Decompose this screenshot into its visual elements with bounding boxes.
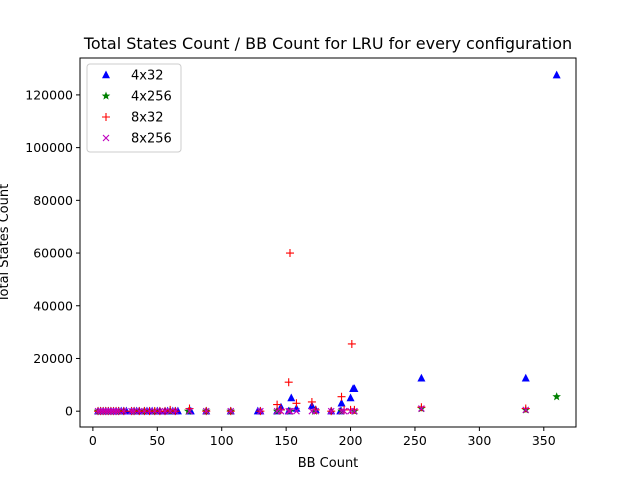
x-tick-label: 200 <box>339 433 363 448</box>
data-point <box>284 378 293 387</box>
legend-box <box>86 63 182 153</box>
legend-marker <box>102 134 110 142</box>
legend: 4x32 4x256 8x32 8x256 <box>86 63 182 153</box>
legend-label: 4x256 <box>131 90 172 105</box>
data-point <box>110 407 117 415</box>
x-tick-label: 250 <box>403 433 427 448</box>
data-point <box>146 407 153 415</box>
data-point <box>112 407 120 415</box>
data-point <box>351 407 358 415</box>
legend-marker <box>101 91 111 100</box>
data-point <box>418 405 425 412</box>
legend-label: 8x32 <box>131 111 164 126</box>
data-point <box>277 407 285 415</box>
x-tick-label: 100 <box>210 433 234 448</box>
data-point <box>97 407 105 415</box>
data-point <box>183 406 193 415</box>
data-point <box>94 407 102 415</box>
y-tick-label: 80000 <box>33 193 73 208</box>
data-point <box>156 407 164 415</box>
data-point <box>338 407 345 415</box>
y-tick-label: 100000 <box>25 140 73 155</box>
x-tick-label: 150 <box>274 433 298 448</box>
series-8x256 <box>94 405 530 415</box>
data-point <box>202 407 210 415</box>
data-point <box>347 339 356 348</box>
data-point <box>227 407 235 415</box>
x-tick-label: 350 <box>532 433 556 448</box>
y-axis-label: Total States Count <box>0 184 12 303</box>
x-tick-label: 50 <box>149 433 165 448</box>
data-point <box>273 400 282 409</box>
data-point <box>287 393 296 402</box>
plot-area <box>93 70 561 416</box>
legend-marker <box>102 113 110 121</box>
data-point <box>521 373 530 382</box>
data-point <box>522 406 530 414</box>
data-point <box>166 405 175 414</box>
data-point <box>186 407 193 415</box>
data-point <box>552 70 561 79</box>
data-point <box>99 407 107 415</box>
y-tick-label: 40000 <box>33 298 73 313</box>
y-tick-label: 60000 <box>33 246 73 261</box>
x-axis: 0 50 100 150 200 250 300 350 <box>89 427 556 448</box>
data-point <box>327 407 335 415</box>
data-point <box>312 407 320 415</box>
series-8x32 <box>94 249 530 416</box>
legend-item-8x32: 8x32 <box>102 111 164 126</box>
x-tick-label: 0 <box>89 433 97 448</box>
data-point <box>310 406 319 415</box>
data-point <box>346 393 355 402</box>
data-point <box>293 407 300 415</box>
data-point <box>350 384 359 392</box>
data-point <box>161 407 169 415</box>
data-point <box>171 407 179 415</box>
data-point <box>307 397 316 406</box>
data-point <box>115 407 123 415</box>
data-point <box>107 407 115 415</box>
legend-label: 8x256 <box>131 132 172 147</box>
legend-item-8x256: 8x256 <box>102 132 172 147</box>
legend-label: 4x32 <box>131 69 164 84</box>
chart-title: Total States Count / BB Count for LRU fo… <box>83 34 572 53</box>
data-point <box>286 407 294 415</box>
legend-marker <box>102 70 110 79</box>
plot-frame <box>79 57 577 428</box>
data-point <box>285 249 294 258</box>
y-tick-label: 0 <box>65 404 73 419</box>
x-tick-label: 300 <box>467 433 491 448</box>
data-point <box>340 407 348 415</box>
data-point <box>552 392 561 401</box>
data-point <box>104 407 112 415</box>
data-point <box>521 404 530 413</box>
data-point <box>417 403 426 412</box>
data-point <box>292 399 301 408</box>
y-axis: 0 20000 40000 60000 80000 100000 120000 <box>25 87 80 419</box>
y-tick-label: 120000 <box>25 87 73 102</box>
y-tick-label: 20000 <box>33 351 73 366</box>
data-point <box>151 407 159 415</box>
x-axis-label: BB Count <box>298 456 359 471</box>
data-point <box>337 398 346 407</box>
data-point <box>417 373 426 382</box>
data-point <box>337 392 346 401</box>
data-point <box>256 407 264 415</box>
data-point <box>135 407 143 415</box>
data-point <box>285 407 293 415</box>
legend-item-4x256: 4x256 <box>101 90 172 105</box>
legend-item-4x32: 4x32 <box>102 69 164 84</box>
data-point <box>166 407 174 415</box>
data-point <box>141 407 148 415</box>
data-point <box>102 407 110 415</box>
data-point <box>128 407 135 415</box>
data-point <box>130 407 138 415</box>
data-point <box>120 407 128 415</box>
